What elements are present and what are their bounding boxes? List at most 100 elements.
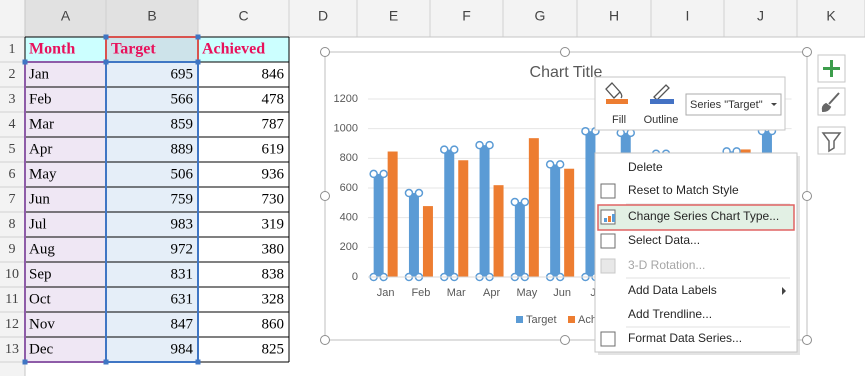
- menu-icon: [600, 331, 616, 347]
- x-tick-label: Mar: [447, 287, 466, 299]
- y-tick-label: 400: [340, 212, 358, 224]
- row-header: 1: [9, 42, 16, 57]
- menu-icon-bar: [612, 214, 615, 222]
- selection-handle: [545, 160, 555, 169]
- chart-handle: [802, 47, 812, 57]
- chart-handle: [802, 335, 812, 345]
- menu-item[interactable]: Delete: [628, 160, 663, 174]
- bar: [564, 168, 575, 277]
- cell-month: Sep: [29, 266, 52, 282]
- cell-achieved: 380: [262, 241, 285, 257]
- cell-target: 566: [171, 91, 194, 107]
- menu-item[interactable]: Change Series Chart Type...: [628, 209, 779, 223]
- range-handle: [103, 59, 109, 65]
- bar: [585, 131, 596, 277]
- row-header: 13: [5, 342, 19, 357]
- y-tick-label: 0: [352, 271, 358, 283]
- range-handle: [195, 59, 201, 65]
- cell-target: 831: [171, 266, 194, 282]
- range-handle: [103, 34, 109, 40]
- row-header: 3: [9, 92, 16, 107]
- cell-target: 631: [171, 291, 194, 307]
- range-handle: [103, 359, 109, 365]
- cell-achieved: 619: [262, 141, 285, 157]
- menu-icon-bar: [608, 216, 611, 222]
- menu-item[interactable]: Format Data Series...: [628, 331, 742, 345]
- cell-target: 972: [171, 241, 194, 257]
- bar: [444, 149, 455, 277]
- column-header: A: [61, 8, 71, 24]
- range-handle: [195, 34, 201, 40]
- cell-achieved: 319: [262, 216, 285, 232]
- context-menu: [594, 152, 798, 353]
- series-dropdown[interactable]: [685, 93, 782, 116]
- chart-title: Chart Title: [530, 64, 603, 81]
- row-header: 10: [5, 267, 19, 282]
- bar: [408, 193, 419, 277]
- menu-item[interactable]: Add Data Labels: [628, 283, 717, 297]
- fill-label[interactable]: Fill: [612, 114, 626, 126]
- selection-handle: [379, 169, 388, 179]
- cell-target: 847: [171, 316, 194, 332]
- menu-icon: [600, 183, 616, 199]
- chart-handle: [320, 47, 330, 57]
- values-outline: [105, 61, 199, 363]
- column-header: E: [389, 8, 398, 24]
- outline-label[interactable]: Outline: [644, 114, 679, 126]
- column-header: H: [609, 8, 619, 24]
- y-tick-label: 200: [340, 241, 358, 253]
- selection-handle: [555, 160, 565, 169]
- row-header: 2: [9, 67, 16, 82]
- chart-handle: [320, 335, 330, 345]
- cell-achieved: 825: [262, 341, 285, 357]
- menu-icon: [600, 233, 616, 249]
- header-target: Target: [111, 41, 156, 58]
- row-header: 12: [5, 317, 19, 332]
- cell-achieved: 787: [262, 116, 285, 132]
- cell-achieved: 730: [262, 191, 285, 207]
- row-header: 9: [9, 242, 16, 257]
- menu-item[interactable]: Add Trendline...: [628, 307, 712, 321]
- header-achieved: Achieved: [202, 41, 265, 58]
- row-header: 11: [5, 292, 18, 307]
- x-tick-label: Jun: [553, 287, 571, 299]
- legend-swatch: [516, 316, 523, 323]
- menu-item[interactable]: Reset to Match Style: [628, 183, 739, 197]
- cell-target: 983: [171, 216, 194, 232]
- selection-handle: [440, 145, 449, 154]
- row-header: 5: [9, 142, 16, 157]
- cell-month: Dec: [29, 341, 53, 357]
- x-tick-label: Apr: [483, 287, 500, 299]
- series-dropdown-text[interactable]: Series "Target": [690, 99, 763, 111]
- submenu-arrow: [782, 287, 786, 295]
- menu-highlight: [597, 204, 795, 231]
- cell-month: Mar: [29, 116, 54, 132]
- y-tick-label: 600: [340, 182, 358, 194]
- outline-color: [650, 99, 674, 104]
- fill-icon[interactable]: [605, 82, 623, 99]
- selection-handle: [414, 188, 424, 198]
- menu-icon-bar: [604, 218, 607, 222]
- cell-b1: [106, 37, 198, 62]
- column-header: C: [238, 8, 248, 24]
- bar: [514, 201, 525, 277]
- selection-handle: [450, 145, 459, 154]
- legend-swatch: [568, 316, 575, 323]
- menu-icon: [600, 258, 616, 274]
- y-tick-label: 1000: [334, 123, 358, 135]
- chart-handle: [802, 191, 812, 201]
- menu-item[interactable]: Select Data...: [628, 233, 700, 247]
- cell-month: Nov: [29, 316, 55, 332]
- y-tick-label: 1200: [334, 93, 358, 105]
- column-header: F: [462, 8, 471, 24]
- cell-target: 695: [171, 66, 194, 82]
- column-header: D: [318, 8, 328, 24]
- chart-handle: [560, 47, 570, 57]
- cell-month: Feb: [29, 91, 52, 107]
- cell-month: Jul: [29, 216, 47, 232]
- column-header: J: [757, 8, 764, 24]
- cell-achieved: 838: [262, 266, 285, 282]
- row-header: 4: [9, 117, 16, 132]
